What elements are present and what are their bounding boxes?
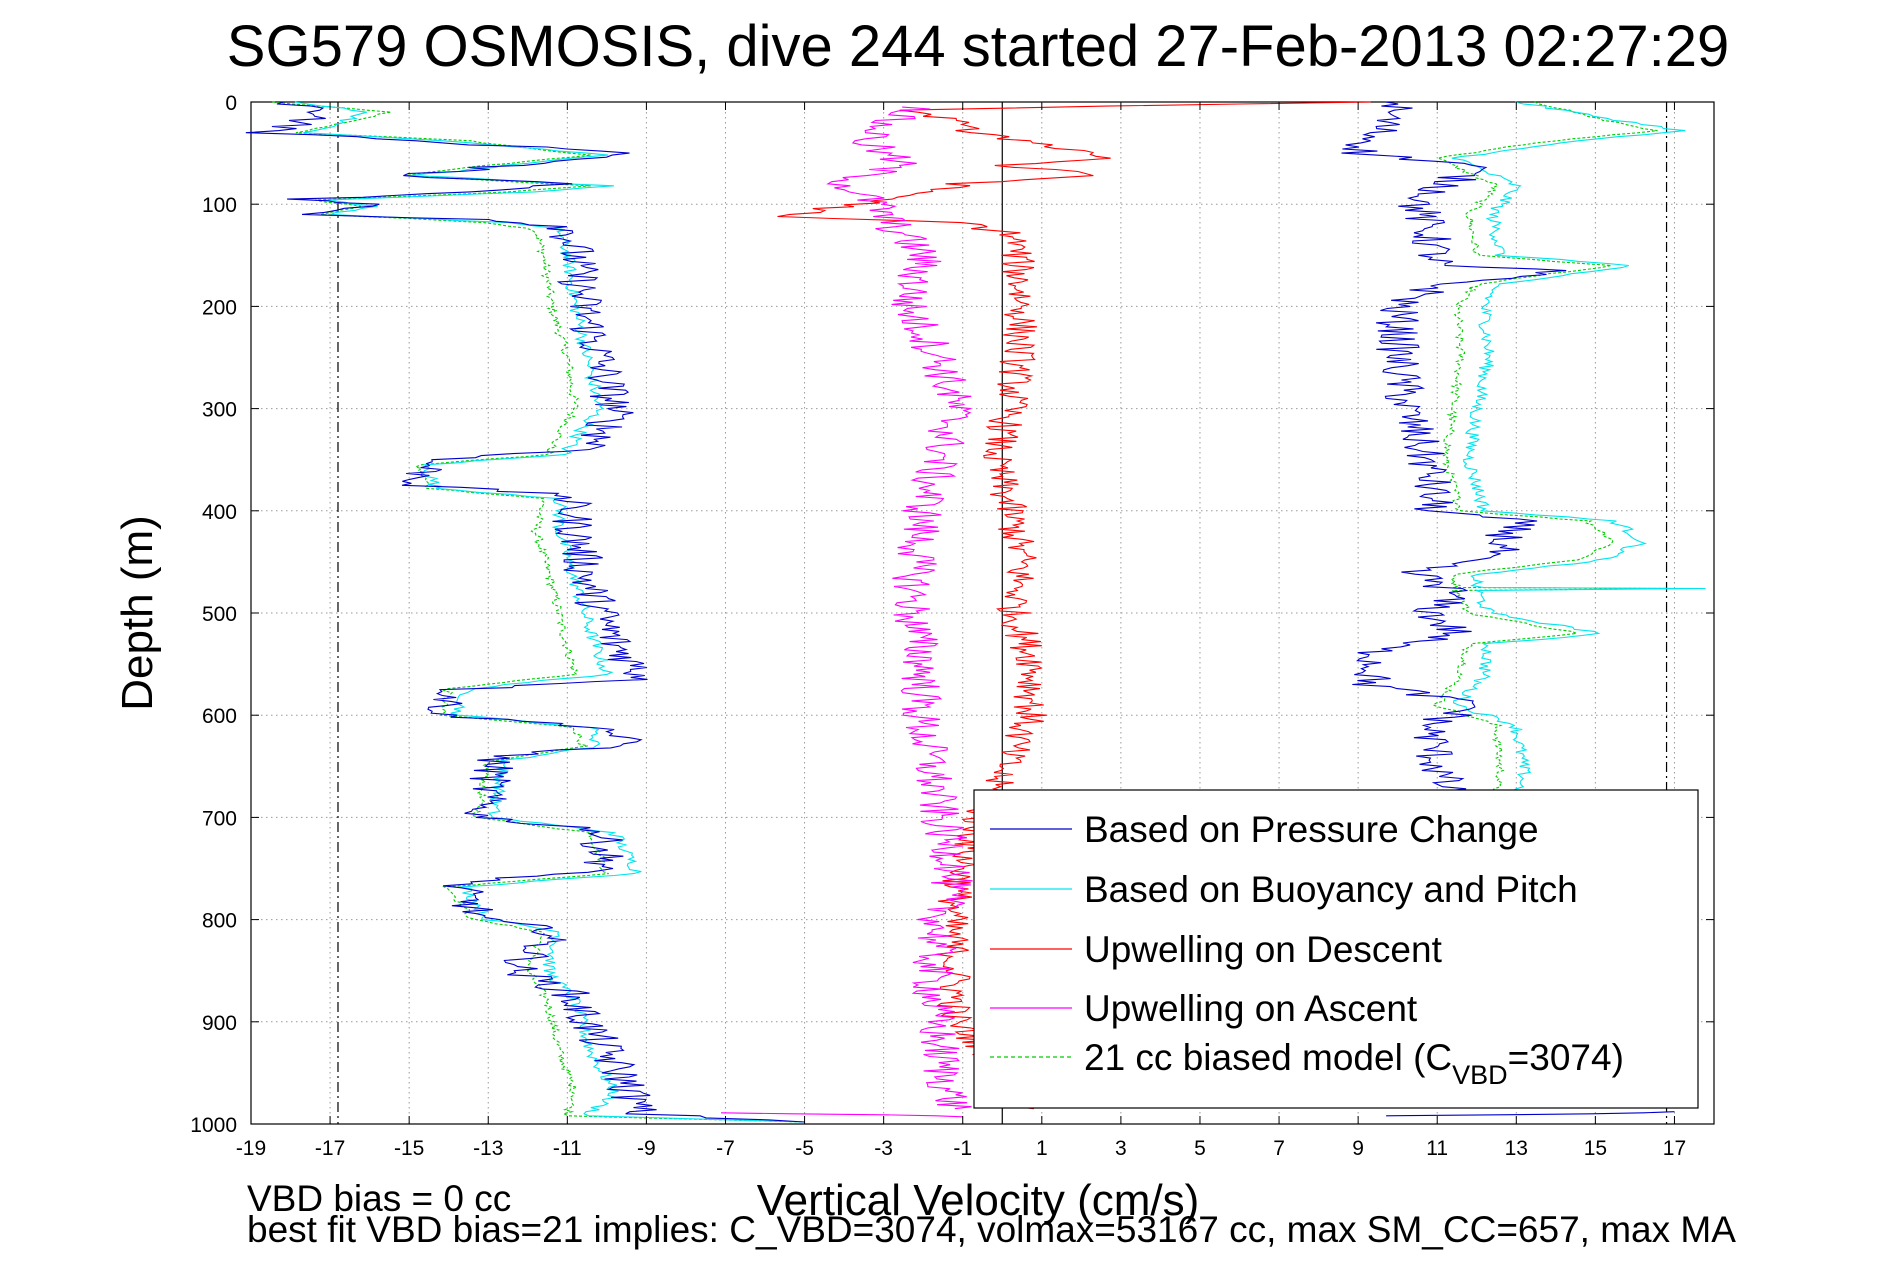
y-tick-label: 0 xyxy=(225,92,237,115)
y-tick-label: 1000 xyxy=(190,1114,237,1137)
x-axis-ticks: -19 -17 -15 -13 -11 -9 -7 -5 -3 -1 1 3 5 7 9 11 13 15 17 xyxy=(236,102,1686,1160)
x-tick-label: -9 xyxy=(637,1137,656,1160)
x-tick-label: 17 xyxy=(1663,1137,1686,1160)
x-tick-label: 5 xyxy=(1194,1137,1206,1160)
y-tick-label: 400 xyxy=(202,501,237,524)
series-pressure xyxy=(245,101,1675,1123)
series-descent xyxy=(777,101,1371,1110)
series-pressure-line xyxy=(1386,1111,1675,1117)
legend-label-pressure: Based on Pressure Change xyxy=(1084,809,1539,850)
legend-box xyxy=(973,789,1699,1109)
x-tick-label: 1 xyxy=(1036,1137,1048,1160)
y-axis-label: Depth (m) xyxy=(113,515,162,711)
footer-line-1: VBD bias = 0 cc xyxy=(247,1178,512,1219)
x-tick-label: 3 xyxy=(1115,1137,1127,1160)
x-tick-label: 9 xyxy=(1352,1137,1364,1160)
chart-title: SG579 OSMOSIS, dive 244 started 27-Feb-2… xyxy=(227,14,1729,79)
y-tick-label: 800 xyxy=(202,910,237,933)
x-tick-label: -19 xyxy=(236,1137,266,1160)
series-model-line xyxy=(272,101,805,1123)
x-tick-label: -3 xyxy=(874,1137,893,1160)
legend-label-ascent: Upwelling on Ascent xyxy=(1084,988,1418,1029)
legend-entry-ascent: Upwelling on Ascent xyxy=(990,988,1418,1029)
x-tick-label: -1 xyxy=(953,1137,972,1160)
grid-lines xyxy=(251,102,1714,1124)
series-buoyancy-line xyxy=(1451,101,1706,818)
y-tick-label: 100 xyxy=(202,194,237,217)
series-buoyancy xyxy=(294,101,1706,1123)
legend-entry-pressure: Based on Pressure Change xyxy=(990,809,1539,850)
series-pressure-line xyxy=(245,101,805,1123)
x-tick-label: -7 xyxy=(716,1137,735,1160)
series-ascent-line xyxy=(720,1112,963,1118)
y-tick-label: 500 xyxy=(202,603,237,626)
x-tick-label: -13 xyxy=(473,1137,503,1160)
x-tick-label: -5 xyxy=(795,1137,814,1160)
legend-label-descent: Upwelling on Descent xyxy=(1084,929,1443,970)
x-tick-label: -17 xyxy=(315,1137,345,1160)
legend: Based on Pressure Change Based on Buoyanc… xyxy=(973,789,1699,1109)
x-tick-label: 13 xyxy=(1505,1137,1528,1160)
y-tick-label: 900 xyxy=(202,1012,237,1035)
series-ascent-line xyxy=(826,106,973,1110)
series-descent-line xyxy=(777,101,1371,1110)
series-ascent xyxy=(720,106,973,1118)
legend-label-model: 21 cc biased model (CVBD=3074) xyxy=(1084,1037,1624,1090)
legend-entry-model: 21 cc biased model (CVBD=3074) xyxy=(990,1037,1624,1090)
legend-entry-buoyancy: Based on Buoyancy and Pitch xyxy=(990,869,1578,910)
y-tick-label: 300 xyxy=(202,399,237,422)
y-tick-label: 600 xyxy=(202,705,237,728)
series-buoyancy-line xyxy=(294,101,805,1123)
legend-entries: Based on Pressure Change Based on Buoyanc… xyxy=(990,809,1624,1090)
series-lines xyxy=(245,101,1706,1123)
x-tick-label: 7 xyxy=(1273,1137,1285,1160)
y-tick-label: 200 xyxy=(202,296,237,319)
footer-line-2: best fit VBD bias=21 implies: C_VBD=3074… xyxy=(247,1209,1736,1250)
y-axis-ticks: 0 100 200 300 400 500 600 700 800 900 1000 xyxy=(190,92,1714,1137)
x-tick-label: 11 xyxy=(1426,1137,1448,1160)
x-tick-label: -15 xyxy=(394,1137,424,1160)
series-pressure-line xyxy=(1341,101,1567,818)
legend-entry-descent: Upwelling on Descent xyxy=(990,929,1443,970)
legend-label-buoyancy: Based on Buoyancy and Pitch xyxy=(1084,869,1578,910)
x-tick-label: 15 xyxy=(1584,1137,1607,1160)
x-axis-label: Vertical Velocity (cm/s) xyxy=(757,1176,1200,1225)
y-tick-label: 700 xyxy=(202,807,237,830)
x-tick-label: -11 xyxy=(553,1137,582,1160)
